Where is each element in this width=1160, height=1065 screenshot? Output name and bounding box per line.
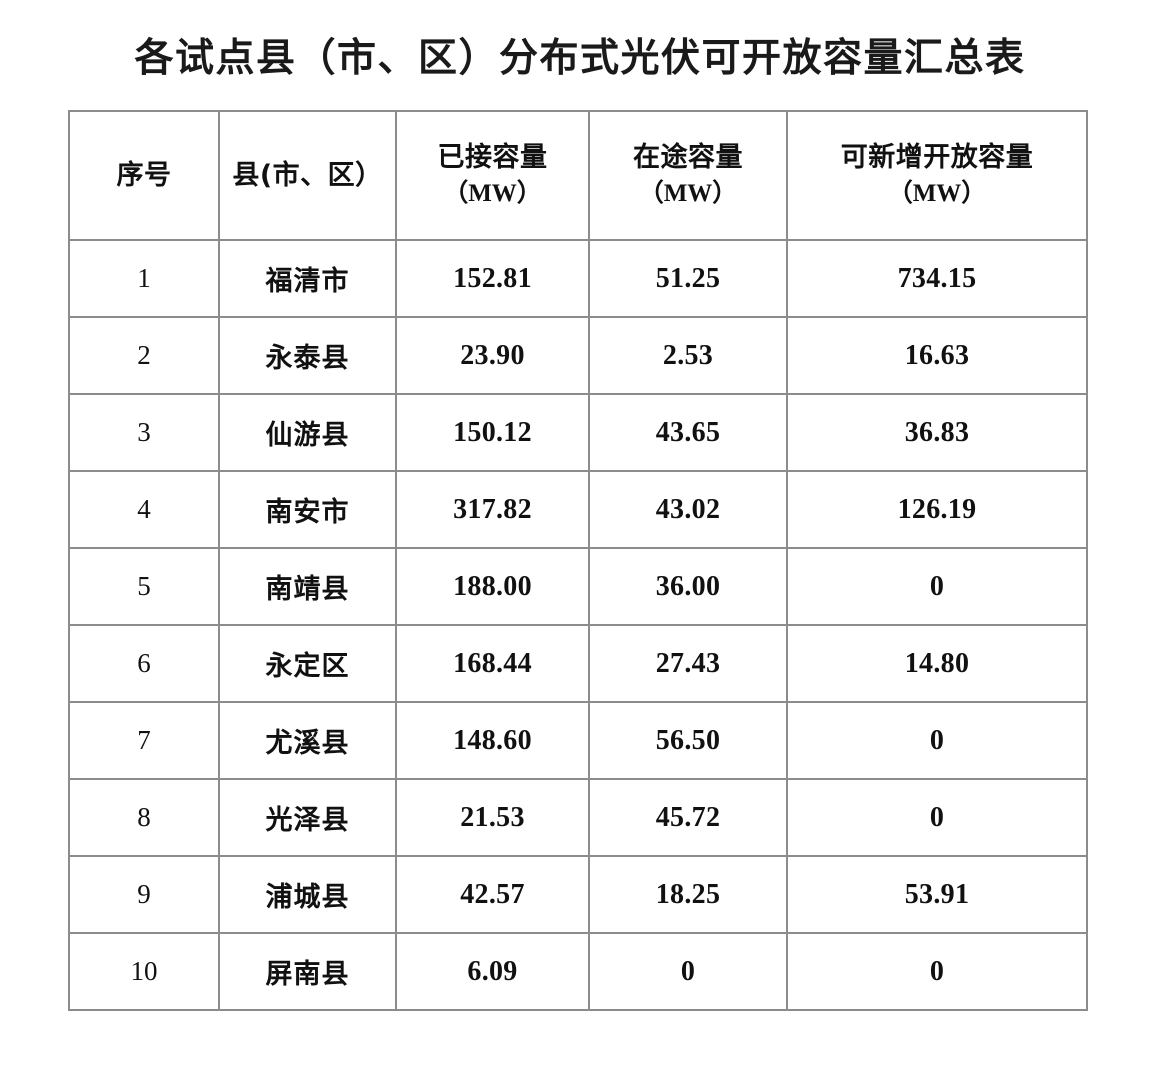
cell-index: 1 <box>68 239 220 318</box>
cell-in-transit: 0 <box>588 932 788 1011</box>
capacity-table-container: 序号 县(市、区） 已接容量 （MW） 在途容量 （MW） 可新增开放容量 <box>68 110 1088 1011</box>
column-header-index-label: 序号 <box>116 159 172 191</box>
cell-openable: 14.80 <box>786 624 1088 703</box>
table-row: 3 仙游县 150.12 43.65 36.83 <box>68 393 1088 472</box>
cell-county: 尤溪县 <box>218 701 397 780</box>
column-header-index: 序号 <box>68 110 220 241</box>
cell-county: 南靖县 <box>218 547 397 626</box>
column-header-in-transit-unit: （MW） <box>638 179 738 207</box>
table-row: 9 浦城县 42.57 18.25 53.91 <box>68 855 1088 934</box>
column-header-openable: 可新增开放容量 （MW） <box>786 110 1088 241</box>
cell-connected: 317.82 <box>395 470 590 549</box>
table-body: 1 福清市 152.81 51.25 734.15 2 永泰县 23.90 2.… <box>68 239 1088 1011</box>
cell-connected: 188.00 <box>395 547 590 626</box>
column-header-connected: 已接容量 （MW） <box>395 110 590 241</box>
cell-index: 10 <box>68 932 220 1011</box>
column-header-connected-unit: （MW） <box>443 179 542 207</box>
cell-index: 7 <box>68 701 220 780</box>
column-header-connected-label: 已接容量 <box>437 141 548 173</box>
table-row: 6 永定区 168.44 27.43 14.80 <box>68 624 1088 703</box>
cell-in-transit: 51.25 <box>588 239 788 318</box>
cell-openable: 0 <box>786 547 1088 626</box>
column-header-in-transit-label: 在途容量 <box>633 141 743 173</box>
table-row: 5 南靖县 188.00 36.00 0 <box>68 547 1088 626</box>
cell-connected: 6.09 <box>395 932 590 1011</box>
cell-in-transit: 36.00 <box>588 547 788 626</box>
cell-in-transit: 27.43 <box>588 624 788 703</box>
cell-connected: 23.90 <box>395 316 590 395</box>
cell-connected: 148.60 <box>395 701 590 780</box>
cell-county: 南安市 <box>218 470 397 549</box>
cell-openable: 16.63 <box>786 316 1088 395</box>
cell-openable: 53.91 <box>786 855 1088 934</box>
cell-index: 4 <box>68 470 220 549</box>
cell-county: 光泽县 <box>218 778 397 857</box>
cell-openable: 0 <box>786 932 1088 1011</box>
table-header: 序号 县(市、区） 已接容量 （MW） 在途容量 （MW） 可新增开放容量 <box>68 110 1088 241</box>
cell-county: 浦城县 <box>218 855 397 934</box>
cell-index: 6 <box>68 624 220 703</box>
column-header-openable-label: 可新增开放容量 <box>840 141 1034 173</box>
column-header-openable-unit: （MW） <box>887 179 987 207</box>
cell-county: 永定区 <box>218 624 397 703</box>
capacity-summary-table: 序号 县(市、区） 已接容量 （MW） 在途容量 （MW） 可新增开放容量 <box>68 110 1088 1011</box>
cell-openable: 734.15 <box>786 239 1088 318</box>
cell-connected: 42.57 <box>395 855 590 934</box>
cell-in-transit: 2.53 <box>588 316 788 395</box>
cell-county: 福清市 <box>218 239 397 318</box>
page-title: 各试点县（市、区）分布式光伏可开放容量汇总表 <box>134 36 1026 81</box>
cell-openable: 0 <box>786 701 1088 780</box>
cell-openable: 0 <box>786 778 1088 857</box>
cell-index: 8 <box>68 778 220 857</box>
cell-in-transit: 45.72 <box>588 778 788 857</box>
column-header-county-label: 县(市、区） <box>232 159 383 191</box>
cell-in-transit: 43.65 <box>588 393 788 472</box>
cell-index: 9 <box>68 855 220 934</box>
cell-connected: 152.81 <box>395 239 590 318</box>
cell-connected: 150.12 <box>395 393 590 472</box>
cell-county: 仙游县 <box>218 393 397 472</box>
table-row: 4 南安市 317.82 43.02 126.19 <box>68 470 1088 549</box>
cell-index: 5 <box>68 547 220 626</box>
cell-openable: 36.83 <box>786 393 1088 472</box>
column-header-county: 县(市、区） <box>218 110 397 241</box>
cell-in-transit: 18.25 <box>588 855 788 934</box>
cell-in-transit: 56.50 <box>588 701 788 780</box>
column-header-in-transit: 在途容量 （MW） <box>588 110 788 241</box>
cell-connected: 21.53 <box>395 778 590 857</box>
table-row: 8 光泽县 21.53 45.72 0 <box>68 778 1088 857</box>
cell-connected: 168.44 <box>395 624 590 703</box>
table-row: 1 福清市 152.81 51.25 734.15 <box>68 239 1088 318</box>
cell-in-transit: 43.02 <box>588 470 788 549</box>
cell-index: 3 <box>68 393 220 472</box>
table-row: 7 尤溪县 148.60 56.50 0 <box>68 701 1088 780</box>
cell-county: 永泰县 <box>218 316 397 395</box>
cell-county: 屏南县 <box>218 932 397 1011</box>
cell-index: 2 <box>68 316 220 395</box>
table-header-row: 序号 县(市、区） 已接容量 （MW） 在途容量 （MW） 可新增开放容量 <box>68 110 1088 241</box>
table-row: 10 屏南县 6.09 0 0 <box>68 932 1088 1011</box>
table-row: 2 永泰县 23.90 2.53 16.63 <box>68 316 1088 395</box>
cell-openable: 126.19 <box>786 470 1088 549</box>
